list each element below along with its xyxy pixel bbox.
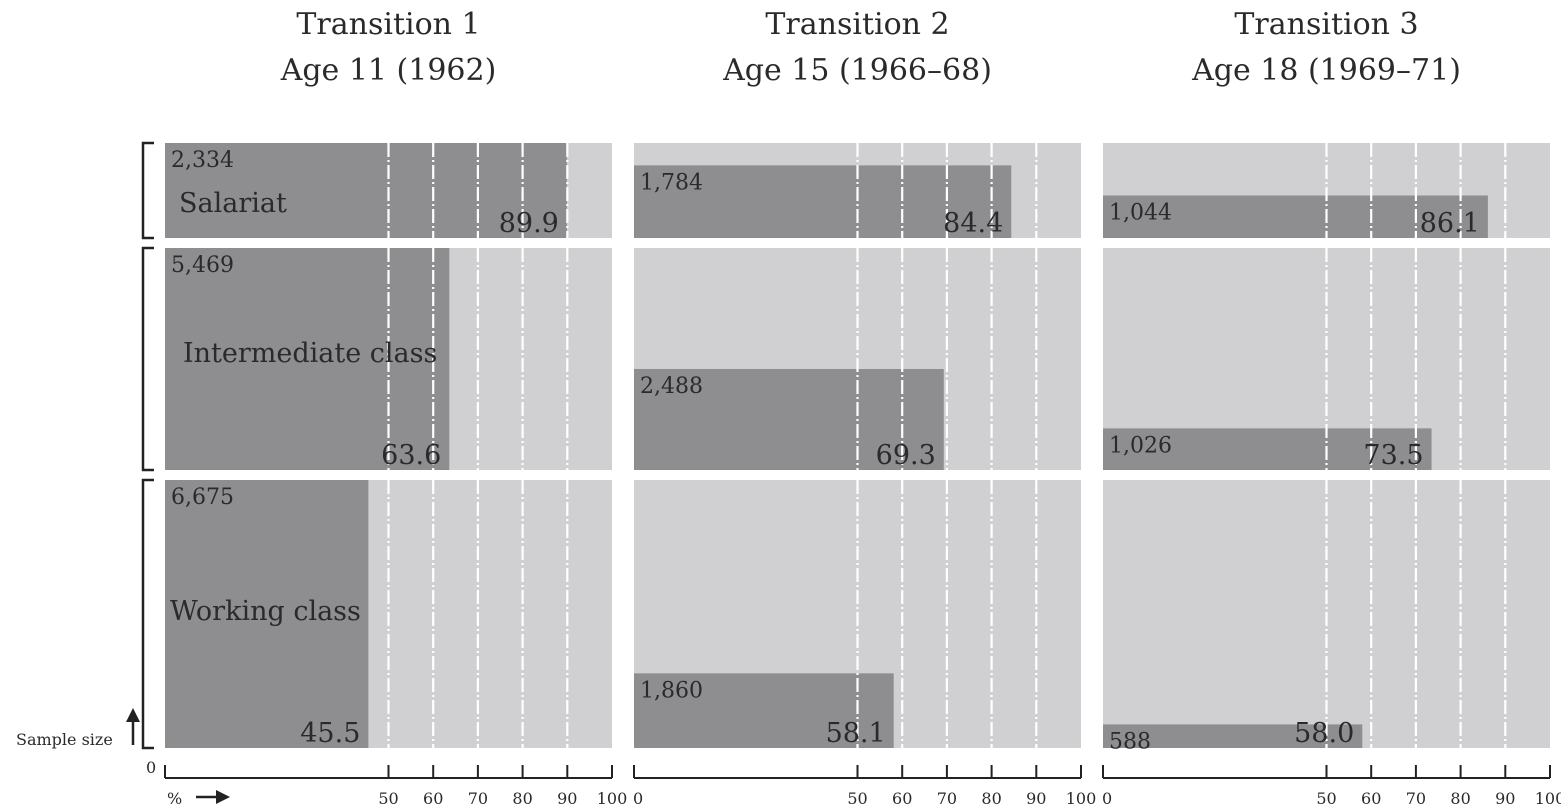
sample-size-label: 1,026 <box>1109 433 1172 458</box>
right-arrow-head-icon <box>216 790 230 804</box>
percent-label: 45.5 <box>300 718 360 749</box>
x-tick-label: 80 <box>1450 789 1470 808</box>
bar <box>165 480 369 748</box>
sample-size-label: 1,044 <box>1109 201 1172 226</box>
row-bracket <box>141 141 154 240</box>
panel-title: Transition 2 <box>765 7 949 42</box>
x-unit-label: % <box>167 789 182 808</box>
class-label: Salariat <box>179 188 287 219</box>
percent-label: 69.3 <box>876 440 936 471</box>
bar <box>634 673 894 748</box>
class-label: Working class <box>170 596 361 627</box>
percent-label: 58.1 <box>826 718 886 749</box>
x-tick-label: 50 <box>378 789 398 808</box>
bar <box>634 165 1012 238</box>
row-bracket <box>141 246 154 472</box>
sample-size-label: 1,860 <box>640 678 703 703</box>
sample-size-label: 6,675 <box>171 485 234 510</box>
sample-size-label: 2,334 <box>171 148 234 173</box>
sample-size-label: 1,784 <box>640 170 703 195</box>
x-tick-label: 100 <box>1066 789 1097 808</box>
percent-label: 63.6 <box>381 440 441 471</box>
x-tick-label: 70 <box>468 789 488 808</box>
panel-subtitle: Age 18 (1969–71) <box>1191 53 1461 88</box>
x-tick-label: 70 <box>1406 789 1426 808</box>
row-bracket <box>141 478 154 750</box>
panel-title: Transition 1 <box>296 7 480 42</box>
percent-label: 89.9 <box>499 208 559 239</box>
class-label: Intermediate class <box>183 338 437 369</box>
bar <box>1103 195 1488 238</box>
x-tick-label: 0 <box>1102 789 1112 808</box>
x-tick-label: 90 <box>557 789 577 808</box>
x-tick-label: 100 <box>597 789 628 808</box>
percent-label: 86.1 <box>1420 208 1480 239</box>
x-tick-label: 60 <box>892 789 912 808</box>
panel-subtitle: Age 15 (1966–68) <box>722 53 992 88</box>
up-arrow-head-icon <box>126 708 140 722</box>
sample-size-label: 2,488 <box>640 374 703 399</box>
percent-label: 73.5 <box>1363 440 1423 471</box>
x-tick-label: 0 <box>633 789 643 808</box>
bar <box>634 369 944 470</box>
bar <box>1103 428 1432 470</box>
percent-label: 84.4 <box>943 208 1003 239</box>
x-tick-label: 50 <box>1316 789 1336 808</box>
y-axis-label: Sample size <box>16 730 113 749</box>
panel-title: Transition 3 <box>1234 7 1418 42</box>
bar <box>1103 724 1363 748</box>
y-origin-label: 0 <box>146 758 156 777</box>
sample-size-label: 588 <box>1109 729 1151 754</box>
percent-label: 58.0 <box>1294 718 1354 749</box>
x-tick-label: 90 <box>1495 789 1515 808</box>
bar <box>165 248 450 470</box>
sample-size-label: 5,469 <box>171 253 234 278</box>
panel-subtitle: Age 11 (1962) <box>280 53 497 88</box>
x-tick-label: 60 <box>423 789 443 808</box>
x-tick-label: 50 <box>847 789 867 808</box>
bar <box>165 143 567 238</box>
x-tick-label: 80 <box>981 789 1001 808</box>
x-tick-label: 80 <box>512 789 532 808</box>
x-tick-label: 60 <box>1361 789 1381 808</box>
x-tick-label: 90 <box>1026 789 1046 808</box>
x-tick-label: 100 <box>1535 789 1561 808</box>
x-tick-label: 70 <box>937 789 957 808</box>
